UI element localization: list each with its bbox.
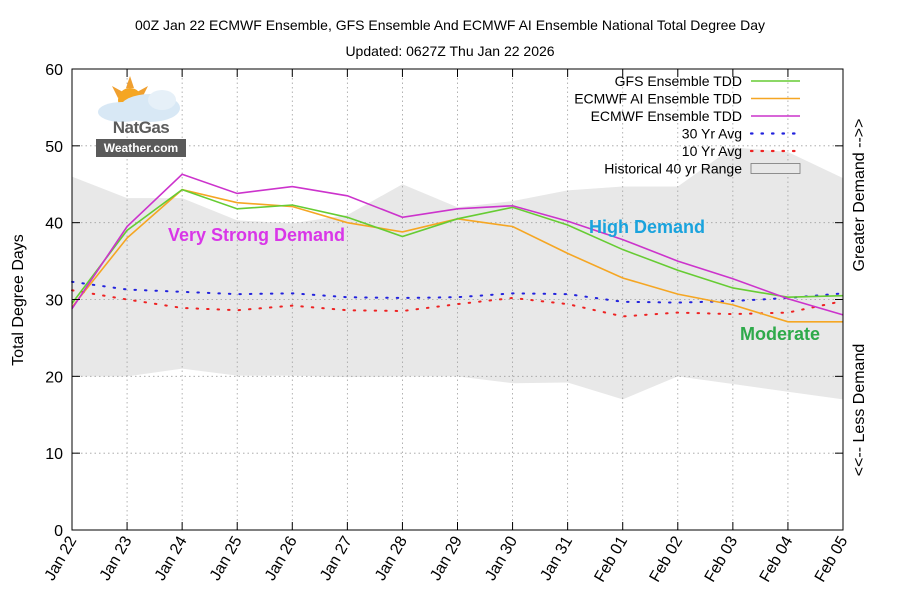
x-tick-label: Jan 26 [262,533,301,583]
greater-demand-label: Greater Demand -->> [851,119,868,272]
legend: GFS Ensemble TDD ECMWF AI Ensemble TDDECM… [574,73,802,177]
x-tick-label: Feb 01 [592,533,632,585]
y-tick-label: 40 [45,216,63,233]
legend-label: 30 Yr Avg [682,126,742,142]
chart-title: 00Z Jan 22 ECMWF Ensemble, GFS Ensemble … [135,17,765,33]
y-tick-label: 50 [45,139,63,156]
y-tick-label: 0 [54,523,63,540]
legend-label: 10 Yr Avg [682,143,742,159]
x-tick-label: Feb 02 [647,533,687,585]
y-tick-label: 20 [45,369,63,386]
natgasweather-logo: NatGas Weather.com [92,74,190,160]
x-tick-label: Jan 24 [152,533,191,583]
series-line-avg10 [71,289,844,318]
x-tick-label: Jan 23 [97,533,136,583]
x-tick-label: Jan 25 [207,533,246,583]
y-axis-label: Total Degree Days [10,234,27,366]
x-tick-label: Feb 04 [757,533,797,585]
x-tick-label: Jan 27 [317,533,356,583]
x-tick-label: Jan 29 [427,533,466,583]
legend-label: Historical 40 yr Range [604,161,742,177]
legend-swatch [750,163,801,174]
chart-subtitle: Updated: 0627Z Thu Jan 22 2026 [345,43,555,59]
y-tick-label: 60 [45,62,63,79]
sun-cloud-icon [98,76,180,122]
less-demand-label: <<-- Less Demand [851,344,868,477]
logo-line1: NatGas [112,118,170,137]
x-tick-label: Feb 03 [702,533,742,585]
x-tick-label: Feb 05 [812,533,852,585]
y-tick-label: 10 [45,446,63,463]
legend-label: GFS Ensemble TDD [615,73,742,89]
moderate-annotation: Moderate [740,324,820,344]
logo-line2: Weather.com [96,139,186,157]
legend-label: ECMWF AI Ensemble TDD [574,91,742,107]
historical-range-layer [72,147,843,400]
x-tick-label: Jan 30 [482,533,521,583]
historical-range-band [72,147,843,400]
legend-label: ECMWF Ensemble TDD [591,108,742,124]
series-line-gfs [71,188,844,304]
very-strong-demand-annotation: Very Strong Demand [168,225,345,245]
x-tick-label: Jan 31 [537,533,576,583]
x-tick-label: Jan 22 [42,533,81,583]
high-demand-annotation: High Demand [589,217,705,237]
series-line-ecmwf [71,173,844,316]
y-tick-label: 30 [45,293,63,310]
series-layer [71,173,844,323]
x-tick-label: Jan 28 [372,533,411,583]
